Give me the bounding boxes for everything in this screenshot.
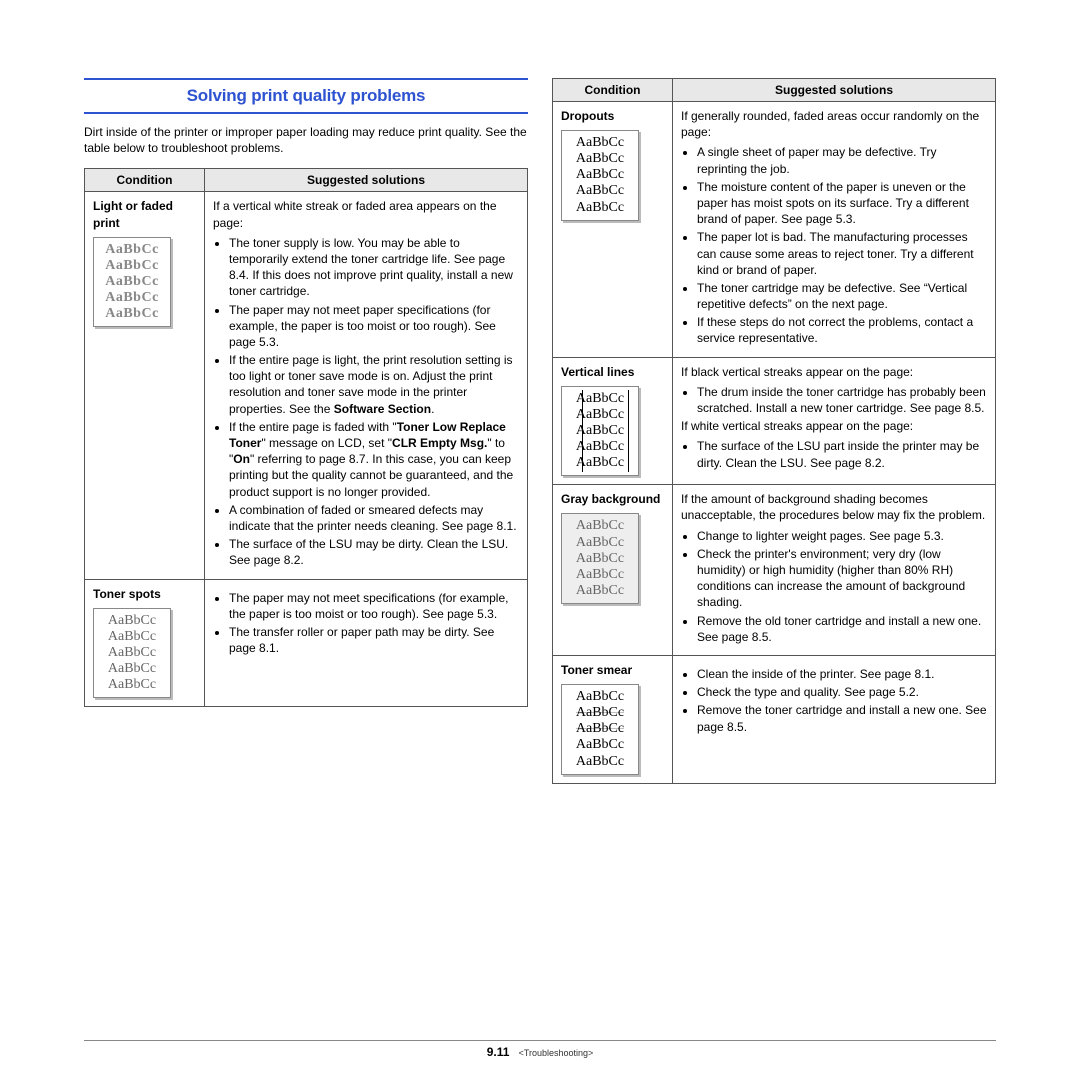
th-condition: Condition <box>553 79 673 102</box>
table-row: Dropouts AaBbCc AaBbCc AaBbCc AaBbCc AaB… <box>553 102 996 358</box>
section-heading: Solving print quality problems <box>84 82 528 114</box>
th-solutions: Suggested solutions <box>205 169 528 192</box>
solutions-cell: If a vertical white streak or faded area… <box>205 192 528 579</box>
table-row: Toner smear AaBbCc AaBbCc AaBbCc AaBbCc … <box>553 655 996 783</box>
list-item: The surface of the LSU may be dirty. Cle… <box>229 536 519 568</box>
th-solutions: Suggested solutions <box>673 79 996 102</box>
lead-text: If generally rounded, faded areas occur … <box>681 108 987 140</box>
page-number: 9.11 <box>487 1045 510 1059</box>
list-item: The transfer roller or paper path may be… <box>229 624 519 656</box>
two-column-layout: Solving print quality problems Dirt insi… <box>84 78 996 784</box>
table-row: Light or faded print AaBbCc AaBbCc AaBbC… <box>85 192 528 579</box>
page-footer: 9.11 <Troubleshooting> <box>84 1040 996 1059</box>
sample-toner-smear: AaBbCc AaBbCc AaBbCc AaBbCc AaBbCc <box>561 684 639 774</box>
solutions-cell: The paper may not meet specifications (f… <box>205 579 528 707</box>
sample-vertical-lines: AaBbCc AaBbCc AaBbCc AaBbCc AaBbCc <box>561 386 639 476</box>
intro-text: Dirt inside of the printer or improper p… <box>84 124 528 156</box>
list-item: If the entire page is light, the print r… <box>229 352 519 417</box>
condition-cell: Toner smear AaBbCc AaBbCc AaBbCc AaBbCc … <box>553 655 673 783</box>
heading-rule-top <box>84 78 528 80</box>
page-content: Solving print quality problems Dirt insi… <box>84 78 996 784</box>
solutions-list: The drum inside the toner cartridge has … <box>681 384 987 416</box>
condition-label: Gray background <box>561 491 664 507</box>
th-condition: Condition <box>85 169 205 192</box>
footer-section: <Troubleshooting> <box>519 1048 594 1058</box>
solutions-list: A single sheet of paper may be defective… <box>681 144 987 346</box>
list-item: Remove the old toner cartridge and insta… <box>697 613 987 645</box>
table-row: Toner spots AaBbCc AaBbCc AaBbCc AaBbCc … <box>85 579 528 707</box>
condition-label: Vertical lines <box>561 364 664 380</box>
sample-dropouts: AaBbCc AaBbCc AaBbCc AaBbCc AaBbCc <box>561 130 639 220</box>
lead-text: If black vertical streaks appear on the … <box>681 364 987 380</box>
solutions-cell: If generally rounded, faded areas occur … <box>673 102 996 358</box>
condition-cell: Dropouts AaBbCc AaBbCc AaBbCc AaBbCc AaB… <box>553 102 673 358</box>
table-row: Vertical lines AaBbCc AaBbCc AaBbCc AaBb… <box>553 357 996 485</box>
list-item: If these steps do not correct the proble… <box>697 314 987 346</box>
list-item: The paper may not meet specifications (f… <box>229 590 519 622</box>
list-item: The drum inside the toner cartridge has … <box>697 384 987 416</box>
solutions-cell: If the amount of background shading beco… <box>673 485 996 656</box>
lead-text: If a vertical white streak or faded area… <box>213 198 519 230</box>
left-column: Solving print quality problems Dirt insi… <box>84 78 528 784</box>
solutions-list: The surface of the LSU part inside the p… <box>681 438 987 470</box>
solutions-list: Change to lighter weight pages. See page… <box>681 528 987 645</box>
right-column: Condition Suggested solutions Dropouts A… <box>552 78 996 784</box>
solutions-list: Clean the inside of the printer. See pag… <box>681 666 987 735</box>
condition-label: Toner spots <box>93 586 196 602</box>
list-item: Clean the inside of the printer. See pag… <box>697 666 987 682</box>
condition-label: Toner smear <box>561 662 664 678</box>
list-item: If the entire page is faded with "Toner … <box>229 419 519 500</box>
list-item: Check the type and quality. See page 5.2… <box>697 684 987 700</box>
list-item: The paper may not meet paper specificati… <box>229 302 519 351</box>
sample-toner-spots: AaBbCc AaBbCc AaBbCc AaBbCc AaBbCc <box>93 608 171 698</box>
solutions-cell: Clean the inside of the printer. See pag… <box>673 655 996 783</box>
list-item: The toner supply is low. You may be able… <box>229 235 519 300</box>
condition-cell: Vertical lines AaBbCc AaBbCc AaBbCc AaBb… <box>553 357 673 485</box>
condition-cell: Light or faded print AaBbCc AaBbCc AaBbC… <box>85 192 205 579</box>
list-item: The surface of the LSU part inside the p… <box>697 438 987 470</box>
list-item: A combination of faded or smeared defect… <box>229 502 519 534</box>
sample-light-faded: AaBbCc AaBbCc AaBbCc AaBbCc AaBbCc <box>93 237 171 327</box>
list-item: The moisture content of the paper is une… <box>697 179 987 228</box>
table-row: Gray background AaBbCc AaBbCc AaBbCc AaB… <box>553 485 996 656</box>
list-item: The toner cartridge may be defective. Se… <box>697 280 987 312</box>
condition-label: Dropouts <box>561 108 664 124</box>
list-item: The paper lot is bad. The manufacturing … <box>697 229 987 278</box>
condition-cell: Gray background AaBbCc AaBbCc AaBbCc AaB… <box>553 485 673 656</box>
solutions-cell: If black vertical streaks appear on the … <box>673 357 996 485</box>
solutions-list: The toner supply is low. You may be able… <box>213 235 519 569</box>
list-item: A single sheet of paper may be defective… <box>697 144 987 176</box>
list-item: Change to lighter weight pages. See page… <box>697 528 987 544</box>
list-item: Check the printer's environment; very dr… <box>697 546 987 611</box>
solutions-list: The paper may not meet specifications (f… <box>213 590 519 657</box>
condition-label: Light or faded print <box>93 198 196 230</box>
condition-cell: Toner spots AaBbCc AaBbCc AaBbCc AaBbCc … <box>85 579 205 707</box>
troubleshoot-table-right: Condition Suggested solutions Dropouts A… <box>552 78 996 784</box>
list-item: Remove the toner cartridge and install a… <box>697 702 987 734</box>
troubleshoot-table-left: Condition Suggested solutions Light or f… <box>84 168 528 707</box>
lead-text: If white vertical streaks appear on the … <box>681 418 987 434</box>
lead-text: If the amount of background shading beco… <box>681 491 987 523</box>
sample-gray-background: AaBbCc AaBbCc AaBbCc AaBbCc AaBbCc <box>561 513 639 603</box>
